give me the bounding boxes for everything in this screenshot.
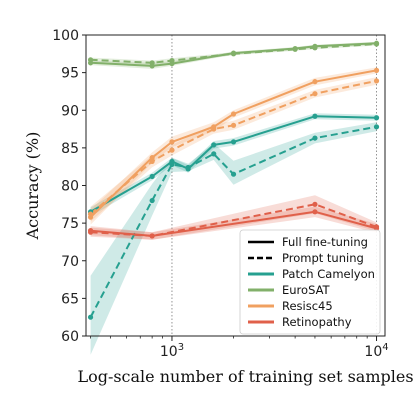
point-patch-camelyon-prompt: [230, 171, 237, 177]
point-resisc45-full: [312, 79, 318, 85]
y-tick-label: 95: [61, 66, 79, 82]
point-patch-camelyon-prompt: [87, 314, 94, 320]
point-eurosat-prompt: [169, 57, 175, 64]
point-resisc45-prompt: [230, 122, 237, 128]
point-resisc45-prompt: [87, 211, 94, 217]
point-patch-camelyon-full: [312, 113, 318, 119]
y-tick-label: 75: [61, 216, 79, 232]
y-tick-label: 60: [61, 329, 79, 345]
point-resisc45-prompt: [149, 158, 155, 165]
point-resisc45-full: [149, 155, 155, 161]
y-tick-label: 90: [61, 103, 79, 119]
point-eurosat-prompt: [373, 41, 380, 47]
point-resisc45-prompt: [169, 147, 175, 153]
grid-layer: [171, 35, 377, 336]
axes: 60 65 70 75 80 85 90 95 100 103 104 Log-scale numbe…: [23, 28, 414, 386]
y-tick-label: 100: [52, 28, 79, 44]
y-tick-label: 85: [61, 141, 79, 157]
point-retinopathy-prompt: [149, 233, 155, 239]
point-resisc45-full: [169, 139, 175, 145]
point-resisc45-full: [373, 67, 380, 73]
point-patch-camelyon-prompt: [149, 197, 155, 204]
point-resisc45-full: [230, 111, 237, 117]
x-tick-label: 104: [364, 342, 388, 360]
y-axis-title: Accuracy (%): [23, 132, 42, 241]
y-tick-label: 65: [61, 291, 79, 307]
x-tick-label: 103: [160, 342, 184, 360]
line-retinopathy-full: [90, 210, 377, 237]
point-resisc45-prompt: [211, 126, 217, 132]
point-patch-camelyon-full: [373, 115, 380, 121]
point-retinopathy-prompt: [312, 201, 318, 207]
line-patch-camelyon-full: [90, 115, 377, 213]
legend-label: EuroSAT: [282, 283, 331, 297]
point-patch-camelyon-prompt: [312, 135, 318, 141]
legend-label: Prompt tuning: [282, 251, 364, 265]
point-eurosat-prompt: [87, 57, 94, 63]
line-patch-camelyon-prompt: [89, 125, 377, 318]
point-eurosat-prompt: [149, 60, 155, 66]
legend-label: Resisc45: [282, 299, 333, 313]
point-patch-camelyon-full: [211, 142, 217, 148]
y-tick-label: 80: [61, 179, 79, 195]
point-patch-camelyon-prompt: [373, 124, 380, 130]
x-axis-title: Log-scale number of training set samples: [77, 367, 413, 386]
point-patch-camelyon-full: [230, 139, 237, 145]
data-points: [87, 40, 380, 320]
point-eurosat-prompt: [230, 51, 237, 57]
legend-label: Patch Camelyon: [282, 267, 375, 281]
band-resisc45-prompt: [90, 77, 377, 222]
band-retinopathy-prompt: [90, 195, 377, 240]
point-resisc45-prompt: [373, 78, 380, 84]
legend-label: Retinopathy: [282, 315, 352, 329]
point-resisc45-prompt: [312, 91, 318, 97]
point-patch-camelyon-full: [149, 173, 155, 180]
point-retinopathy-full: [312, 209, 318, 215]
legend: Full fine-tuning Prompt tuning Patch Camel…: [239, 229, 381, 335]
point-patch-camelyon-prompt: [211, 151, 217, 157]
point-eurosat-prompt: [312, 45, 318, 51]
point-patch-camelyon-prompt: [169, 161, 175, 168]
legend-label: Full fine-tuning: [282, 235, 368, 249]
line-retinopathy-prompt: [90, 203, 377, 237]
line-resisc45-prompt: [89, 79, 377, 215]
y-tick-label: 70: [61, 254, 79, 270]
point-retinopathy-prompt: [373, 224, 380, 230]
point-retinopathy-prompt: [87, 229, 94, 235]
point-patch-camelyon-prompt: [185, 164, 191, 171]
point-eurosat-prompt: [292, 46, 298, 52]
legend-box: [239, 229, 381, 335]
